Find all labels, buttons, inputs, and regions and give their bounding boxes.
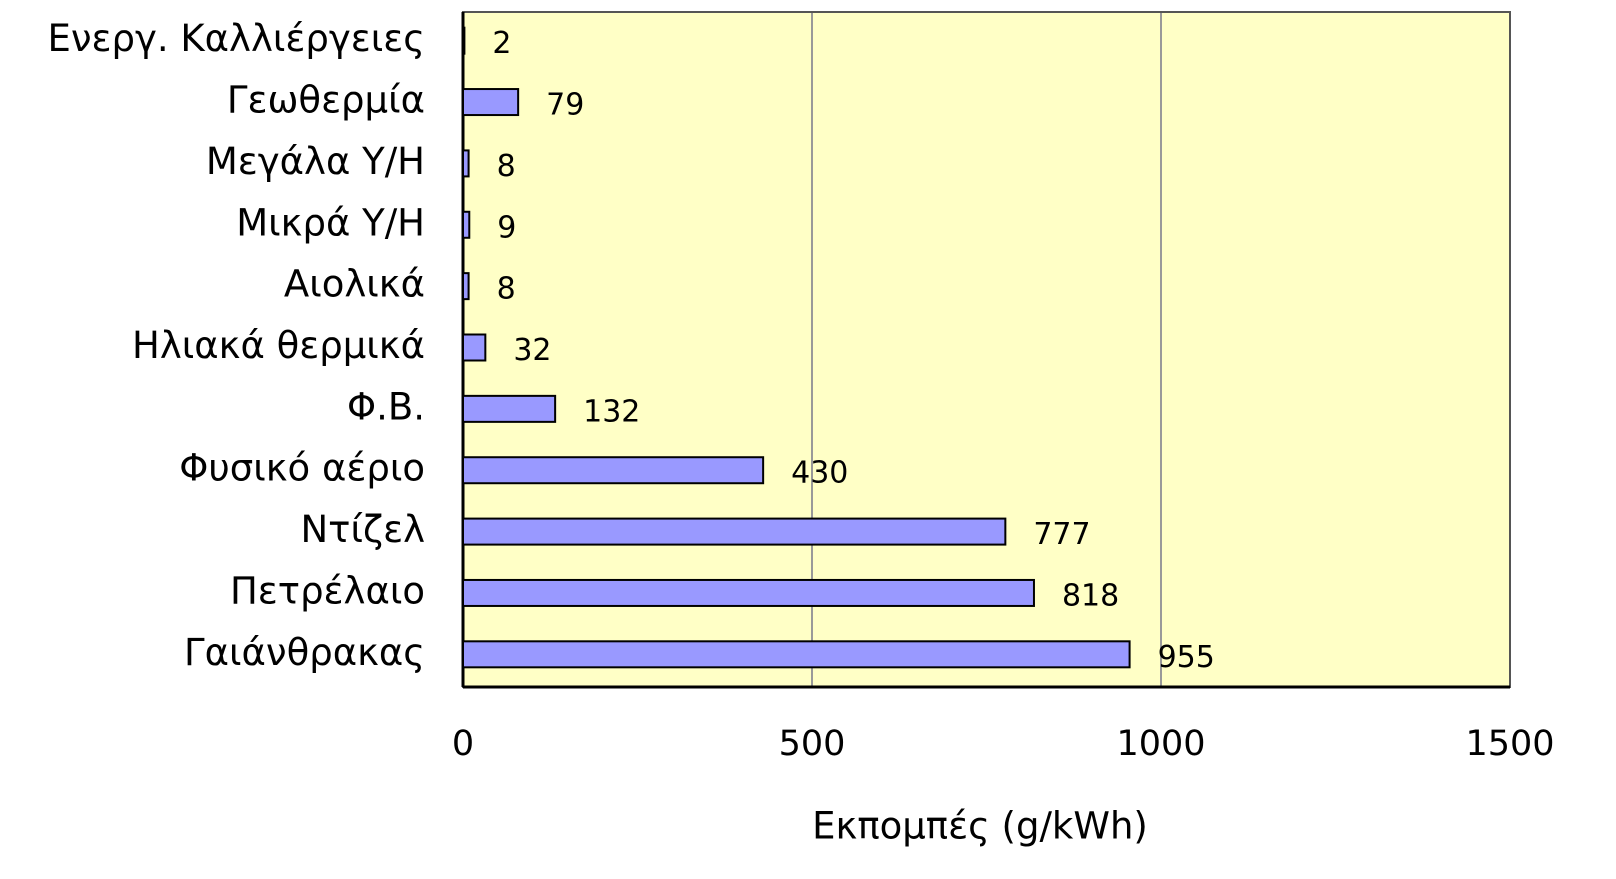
y-tick-label: Ενεργ. Καλλιέργειες — [47, 17, 425, 60]
bar — [462, 149, 470, 178]
y-tick-label: Πετρέλαιο — [230, 569, 425, 612]
y-tick-label: Μικρά Υ/Η — [236, 201, 425, 244]
x-axis-label: Εκπομπές (g/kWh) — [812, 805, 1148, 848]
y-tick-label: Ντίζελ — [301, 508, 426, 551]
bar — [462, 272, 470, 301]
data-label: 9 — [497, 210, 516, 245]
x-tick-label: 1500 — [1465, 724, 1554, 764]
bar — [462, 333, 487, 362]
data-label: 777 — [1033, 517, 1090, 552]
y-tick-label: Φ.Β. — [347, 385, 425, 428]
x-tick-label: 0 — [452, 724, 474, 764]
data-label: 2 — [492, 26, 511, 61]
y-tick-label: Ηλιακά θερμικά — [132, 324, 425, 367]
data-label: 430 — [791, 456, 848, 491]
data-label: 32 — [513, 333, 551, 368]
data-label: 955 — [1158, 640, 1215, 675]
data-label: 132 — [583, 394, 640, 429]
y-tick-label: Γεωθερμία — [227, 79, 425, 122]
bar — [462, 210, 471, 239]
bar — [462, 394, 557, 423]
data-label: 8 — [497, 272, 516, 307]
data-label: 8 — [497, 149, 516, 184]
x-tick-label: 1000 — [1116, 724, 1205, 764]
bar — [462, 26, 466, 55]
bar — [462, 88, 520, 117]
bar — [462, 517, 1007, 546]
y-tick-label: Αιολικά — [284, 263, 425, 306]
y-tick-label: Φυσικό αέριο — [179, 447, 425, 490]
plot-area — [463, 12, 1510, 687]
data-label: 79 — [546, 88, 584, 123]
bar — [462, 640, 1131, 669]
bar — [462, 456, 765, 485]
bar — [462, 578, 1035, 607]
x-tick-label: 500 — [779, 724, 846, 764]
y-tick-label: Μεγάλα Υ/Η — [206, 140, 425, 183]
data-label: 818 — [1062, 578, 1119, 613]
y-tick-label: Γαιάνθρακας — [184, 631, 425, 674]
